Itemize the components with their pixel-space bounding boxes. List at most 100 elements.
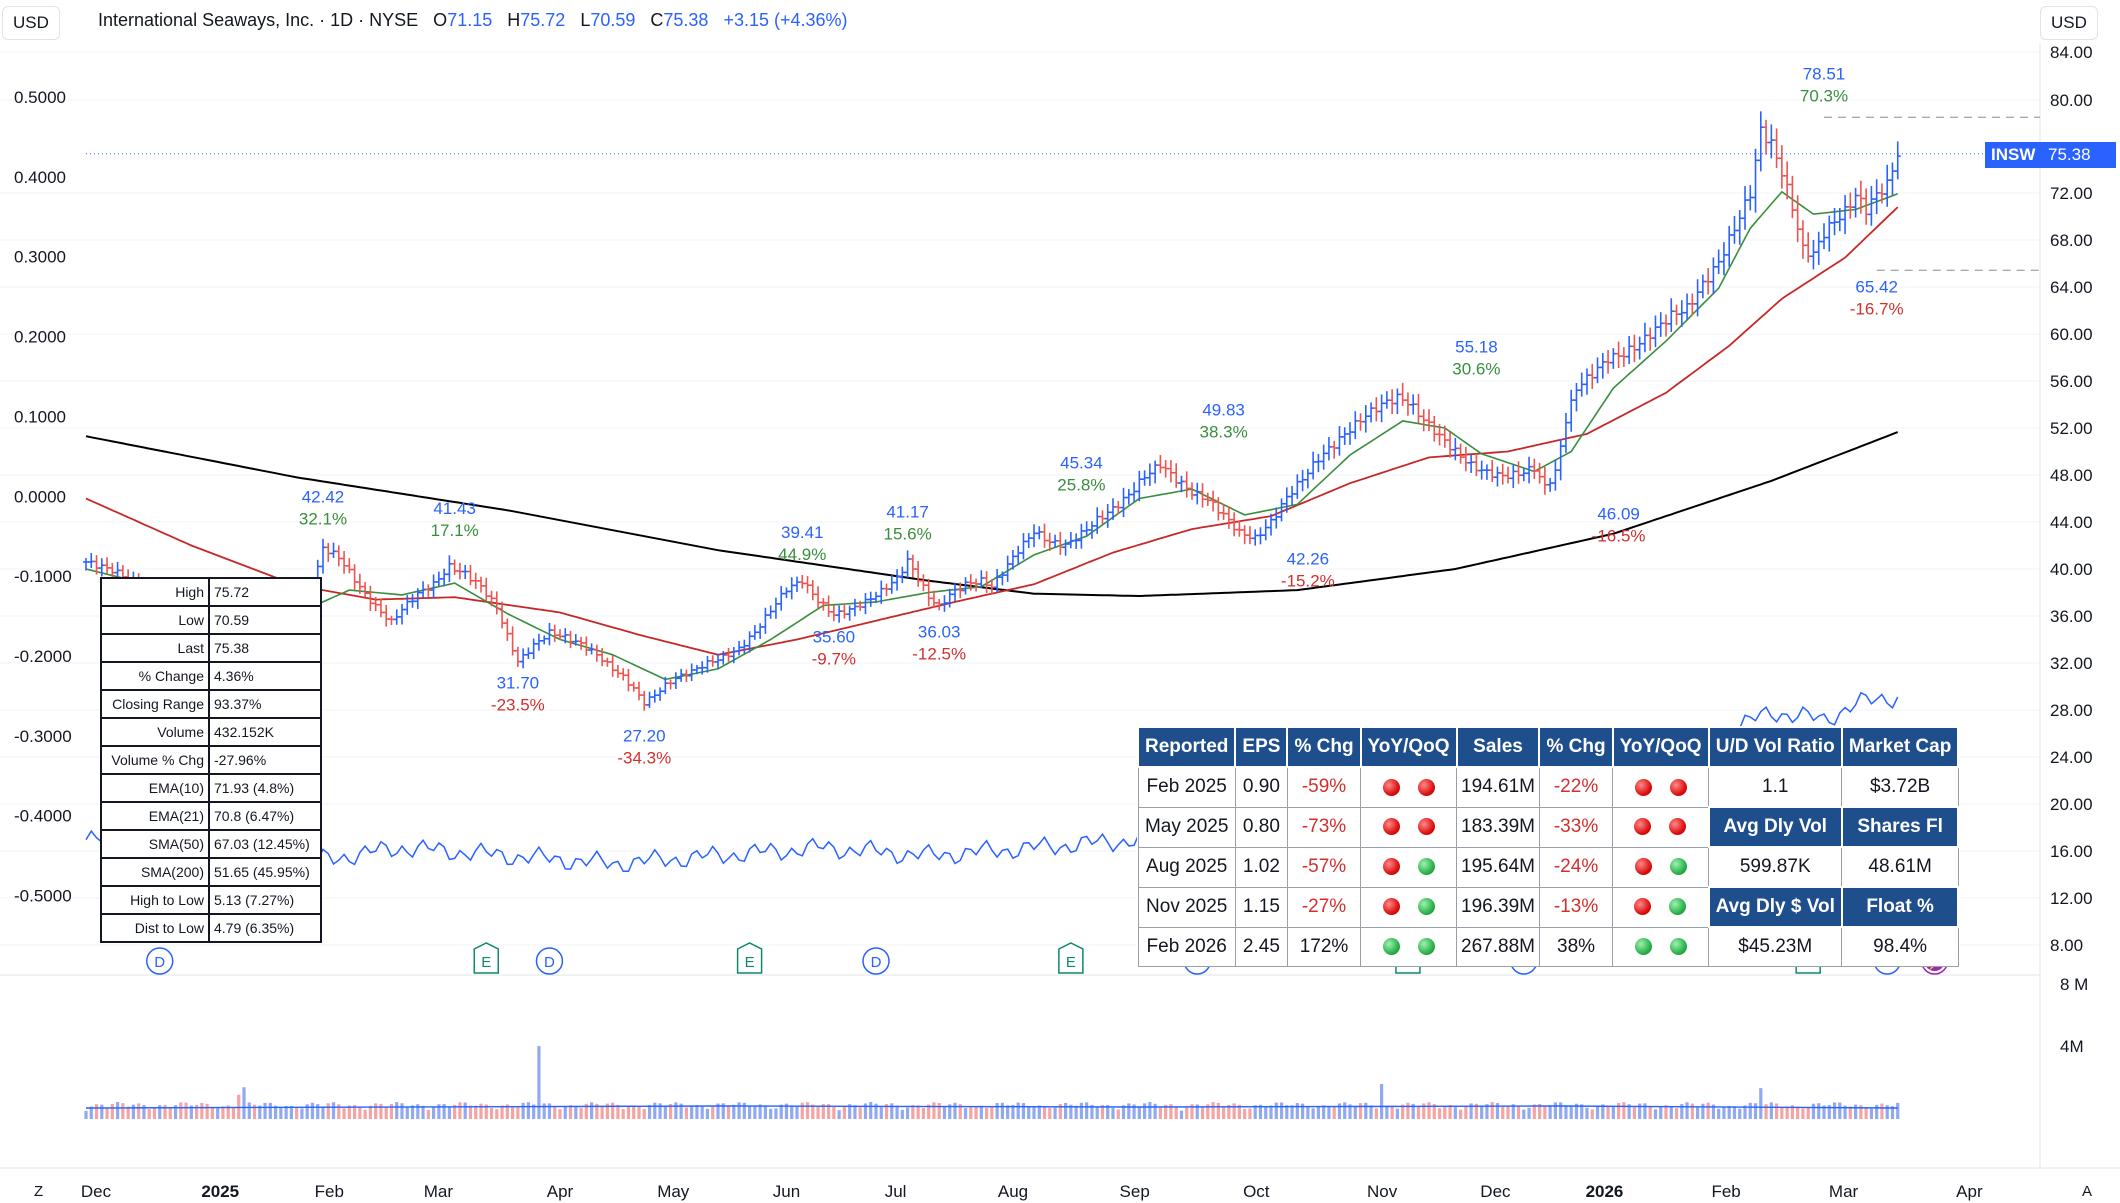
auto-scale-button[interactable]: A <box>2082 1183 2093 1200</box>
earnings-eps-change: -57% <box>1286 846 1362 888</box>
volume-bar <box>468 1105 473 1119</box>
earnings-date: Aug 2025 <box>1137 846 1236 888</box>
volume-bar <box>1158 1107 1162 1119</box>
green-dot-icon <box>1669 858 1687 876</box>
currency-selector-left[interactable]: USD <box>0 0 80 44</box>
volume-bar <box>1332 1107 1336 1119</box>
volume-bar <box>848 1104 852 1119</box>
red-dot-icon <box>1634 858 1652 876</box>
earnings-eps-change: -27% <box>1286 886 1362 928</box>
swing-price-label: 41.43 <box>433 499 476 518</box>
volume-bar <box>958 1104 962 1119</box>
volume-bar <box>979 1105 983 1119</box>
price-axis-label: 28.00 <box>2050 701 2093 720</box>
volume-bar <box>474 1105 478 1119</box>
volume-bar <box>1553 1102 1557 1119</box>
volume-bar <box>658 1103 662 1119</box>
volume-bar <box>653 1102 657 1119</box>
volume-bar <box>1406 1102 1410 1119</box>
side-header: Shares Fl <box>1840 806 1960 848</box>
volume-bar <box>326 1103 330 1119</box>
volume-bar <box>1590 1109 1594 1119</box>
volume-bar <box>1780 1107 1784 1119</box>
time-axis-label: Jul <box>885 1182 907 1201</box>
volume-bar <box>1580 1104 1584 1119</box>
ticker-price-tag: INSW <box>1985 142 2042 168</box>
volume-bar <box>1222 1106 1226 1119</box>
trend-dots <box>1360 886 1458 928</box>
volume-bar <box>584 1103 588 1119</box>
earnings-sales-change: -22% <box>1538 766 1614 808</box>
currency-label-right[interactable]: USD <box>2040 6 2098 40</box>
volume-bar <box>137 1103 141 1119</box>
volume-bar <box>1416 1106 1421 1119</box>
volume-bar <box>742 1102 746 1119</box>
dividend-marker-icon: D <box>544 954 555 971</box>
volume-bar <box>700 1106 704 1119</box>
volume-bar <box>252 1104 257 1119</box>
volume-bar <box>226 1105 230 1119</box>
volume-bar <box>1000 1102 1004 1119</box>
earnings-sales: 195.64M <box>1456 846 1540 888</box>
volume-bar <box>279 1108 283 1119</box>
volume-bar <box>289 1106 293 1119</box>
volume-bar <box>1469 1103 1473 1119</box>
volume-bar <box>1532 1104 1536 1119</box>
volume-bar <box>1148 1102 1152 1119</box>
stats-value: 432.152K <box>208 717 322 747</box>
volume-bar <box>1021 1103 1026 1119</box>
red-dot-icon <box>1634 898 1652 916</box>
earnings-header: EPS <box>1234 726 1289 768</box>
volume-bar <box>1516 1105 1521 1119</box>
earnings-eps-change: -73% <box>1286 806 1362 848</box>
symbol-name[interactable]: International Seaways, Inc. · 1D · NYSE <box>98 10 419 30</box>
swing-percent-label: 32.1% <box>299 510 347 529</box>
volume-bar <box>942 1106 947 1119</box>
volume-bar <box>990 1106 994 1119</box>
volume-bar <box>210 1107 214 1119</box>
volume-bar <box>711 1106 715 1119</box>
swing-price-label: 31.70 <box>497 674 540 693</box>
currency-selector-right[interactable]: USD <box>2036 0 2120 44</box>
stats-row: Closing Range 93.37% <box>100 689 322 719</box>
volume-bar <box>558 1109 562 1119</box>
earnings-date: Feb 2026 <box>1137 926 1236 967</box>
currency-label-left[interactable]: USD <box>2 6 60 40</box>
volume-bar <box>1864 1108 1868 1119</box>
volume-bar <box>1653 1109 1658 1119</box>
log-scale-button[interactable]: Z <box>34 1183 44 1200</box>
volume-bar <box>410 1105 415 1119</box>
volume-bar <box>1448 1104 1452 1119</box>
volume-bar <box>642 1108 646 1119</box>
volume-bar <box>1648 1106 1652 1119</box>
earnings-marker-icon: E <box>1066 954 1076 971</box>
earnings-sales-change: -33% <box>1538 806 1614 848</box>
volume-bar <box>1074 1105 1078 1119</box>
time-axis-label: Nov <box>1367 1182 1398 1201</box>
earnings-row: Feb 2026 2.45 172% 267.88M 38% $45.23M 98.4% <box>1137 926 1959 967</box>
stats-value: 75.72 <box>208 577 322 607</box>
volume-bar <box>395 1102 399 1119</box>
stats-row: SMA(50) 67.03 (12.45%) <box>100 829 322 859</box>
side-value: 599.87K <box>1708 846 1843 888</box>
volume-bar <box>310 1102 315 1119</box>
stats-row: Volume % Chg -27.96% <box>100 745 322 775</box>
volume-bar <box>1301 1103 1305 1119</box>
volume-bar <box>800 1102 804 1119</box>
ema10-line <box>85 190 1898 681</box>
volume-bar <box>753 1106 757 1119</box>
volume-bar <box>1069 1104 1073 1119</box>
volume-bar <box>1848 1106 1852 1119</box>
side-header: Float % <box>1840 886 1960 928</box>
green-dot-icon <box>1382 938 1400 956</box>
volume-bar <box>769 1108 773 1119</box>
volume-bar <box>126 1106 130 1119</box>
volume-bar <box>1674 1108 1679 1119</box>
volume-bar <box>416 1104 420 1119</box>
volume-bar <box>784 1103 789 1119</box>
volume-bar <box>995 1102 999 1119</box>
dividend-marker <box>862 947 890 975</box>
volume-bar <box>684 1107 688 1119</box>
volume-bar <box>258 1105 262 1119</box>
volume-bar <box>447 1106 451 1119</box>
